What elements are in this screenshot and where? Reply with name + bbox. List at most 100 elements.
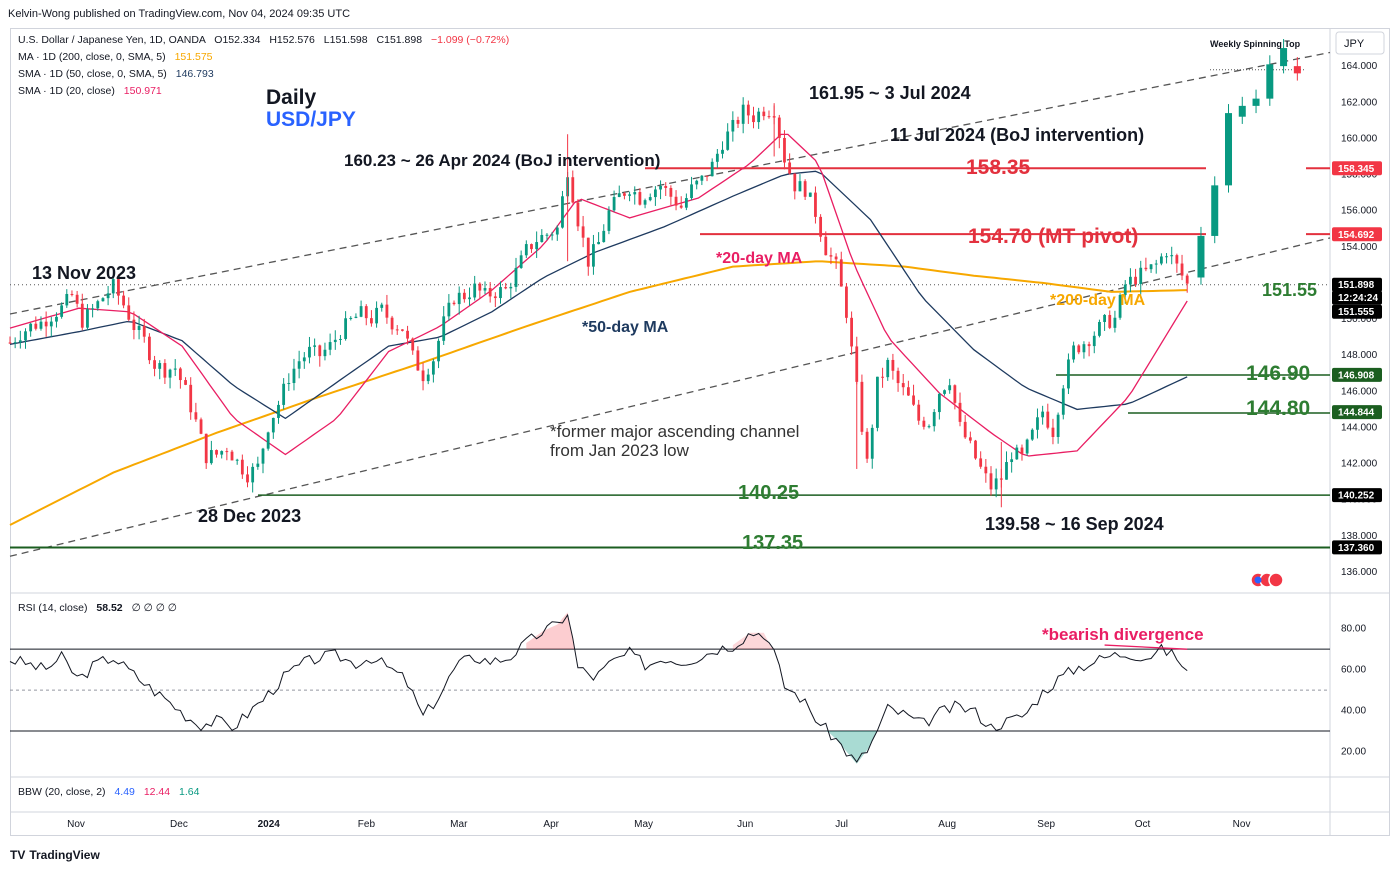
candle-up[interactable] (617, 193, 621, 198)
candle-up[interactable] (158, 363, 162, 369)
candle-down[interactable] (478, 283, 482, 291)
candle-up[interactable] (18, 340, 22, 343)
candle-down[interactable] (1051, 427, 1055, 437)
candle-up[interactable] (168, 369, 172, 378)
chart-frame[interactable] (10, 28, 1390, 836)
legend-rsi[interactable]: RSI (14, close) 58.52 ∅ ∅ ∅ ∅ (18, 602, 177, 614)
candle-up[interactable] (39, 321, 43, 329)
candle-up[interactable] (540, 234, 544, 243)
candle-up[interactable] (1030, 429, 1034, 440)
candle-up[interactable] (700, 175, 704, 181)
candle-down[interactable] (1293, 66, 1301, 74)
candle-down[interactable] (390, 317, 394, 330)
candle-up[interactable] (447, 302, 451, 317)
candle-down[interactable] (803, 181, 807, 197)
candle-down[interactable] (979, 458, 983, 467)
candle-down[interactable] (912, 395, 915, 405)
candle-down[interactable] (163, 363, 167, 378)
candle-down[interactable] (194, 412, 198, 420)
candle-up[interactable] (1061, 388, 1065, 415)
candle-down[interactable] (581, 226, 585, 238)
candle-up[interactable] (468, 297, 471, 300)
candle-down[interactable] (984, 466, 988, 474)
candle-up[interactable] (137, 325, 141, 330)
candle-up[interactable] (1129, 276, 1132, 285)
candle-up[interactable] (1266, 64, 1274, 99)
candle-down[interactable] (953, 385, 957, 403)
candle-up[interactable] (597, 242, 600, 245)
candle-up[interactable] (251, 466, 255, 483)
candle-up[interactable] (1139, 267, 1143, 285)
candle-down[interactable] (142, 325, 146, 337)
rsi-line[interactable] (9, 613, 1188, 763)
candle-up[interactable] (277, 404, 280, 418)
candle-down[interactable] (1134, 276, 1137, 285)
candle-up[interactable] (426, 374, 430, 382)
candle-down[interactable] (117, 279, 120, 296)
candle-up[interactable] (101, 298, 105, 302)
candle-down[interactable] (204, 433, 208, 464)
candle-down[interactable] (1077, 345, 1081, 353)
candle-down[interactable] (421, 370, 425, 382)
candle-down[interactable] (530, 244, 533, 250)
candle-down[interactable] (968, 437, 972, 441)
candle-down[interactable] (44, 321, 48, 327)
candle-down[interactable] (230, 451, 234, 461)
candle-down[interactable] (364, 306, 368, 319)
candle-down[interactable] (906, 387, 910, 396)
candle-up[interactable] (948, 385, 952, 391)
candle-up[interactable] (282, 383, 286, 405)
candle-down[interactable] (148, 336, 151, 361)
candle-up[interactable] (524, 244, 528, 256)
candle-up[interactable] (91, 308, 95, 310)
candle-up[interactable] (473, 283, 477, 298)
candle-up[interactable] (561, 196, 564, 228)
candle-down[interactable] (1087, 344, 1091, 347)
tradingview-footer[interactable]: TV TradingView (10, 848, 100, 862)
candle-down[interactable] (669, 187, 673, 197)
candle-up[interactable] (29, 323, 33, 332)
candle-down[interactable] (122, 295, 125, 306)
candle-down[interactable] (246, 474, 249, 483)
candle-up[interactable] (111, 279, 115, 294)
candle-up[interactable] (1056, 414, 1060, 437)
candle-up[interactable] (695, 180, 699, 185)
candle-down[interactable] (1020, 447, 1024, 454)
candle-down[interactable] (819, 216, 823, 237)
candle-up[interactable] (731, 119, 735, 132)
candle-down[interactable] (777, 117, 781, 138)
candle-down[interactable] (783, 137, 786, 163)
candle-up[interactable] (292, 368, 296, 384)
candle-up[interactable] (715, 153, 719, 162)
candle-up[interactable] (431, 361, 435, 375)
candle-up[interactable] (209, 450, 213, 464)
candle-down[interactable] (576, 202, 580, 227)
candle-down[interactable] (814, 192, 817, 217)
legend-bbw[interactable]: BBW (20, close, 2) 4.49 12.44 1.64 (18, 786, 199, 798)
candle-down[interactable] (401, 329, 404, 331)
candle-up[interactable] (612, 197, 616, 211)
candle-up[interactable] (313, 345, 317, 347)
candle-up[interactable] (437, 340, 440, 362)
candle-up[interactable] (1098, 321, 1101, 336)
candle-down[interactable] (865, 431, 869, 459)
candle-up[interactable] (1005, 462, 1008, 480)
candle-down[interactable] (240, 459, 244, 475)
candle-up[interactable] (1092, 335, 1096, 347)
candle-down[interactable] (674, 196, 678, 206)
candle-up[interactable] (1159, 256, 1163, 264)
candle-down[interactable] (184, 380, 187, 385)
candle-down[interactable] (855, 346, 859, 382)
candle-up[interactable] (808, 192, 812, 197)
candle-down[interactable] (215, 450, 218, 455)
candle-down[interactable] (850, 317, 853, 347)
candle-down[interactable] (80, 303, 84, 328)
candle-up[interactable] (1041, 411, 1045, 418)
candle-down[interactable] (963, 421, 967, 438)
candle-up[interactable] (555, 227, 559, 235)
candle-up[interactable] (592, 244, 595, 267)
candle-up[interactable] (1103, 314, 1106, 322)
candle-up[interactable] (1211, 185, 1219, 236)
candle-down[interactable] (1144, 267, 1148, 270)
